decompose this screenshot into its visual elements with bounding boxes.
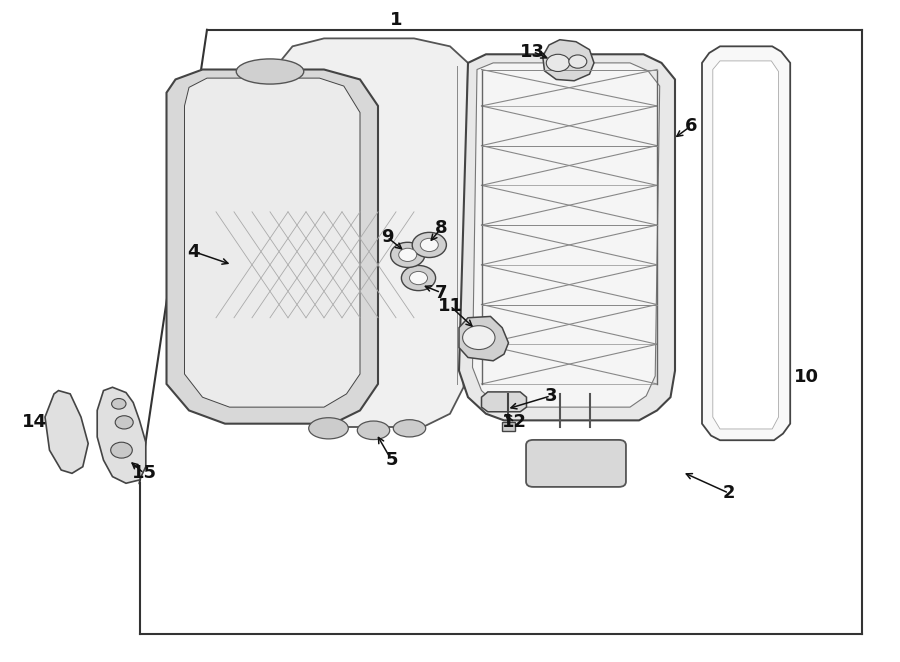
Text: 2: 2 bbox=[723, 484, 735, 502]
Polygon shape bbox=[482, 392, 526, 412]
Polygon shape bbox=[472, 63, 660, 407]
Circle shape bbox=[546, 54, 570, 71]
Ellipse shape bbox=[393, 420, 426, 437]
Polygon shape bbox=[184, 78, 360, 407]
Polygon shape bbox=[713, 61, 778, 429]
Text: 13: 13 bbox=[520, 42, 545, 61]
Bar bbox=[502, 422, 515, 431]
FancyBboxPatch shape bbox=[526, 440, 626, 487]
Text: 3: 3 bbox=[544, 387, 557, 405]
Circle shape bbox=[112, 399, 126, 409]
Circle shape bbox=[569, 55, 587, 68]
Text: 14: 14 bbox=[22, 413, 47, 432]
Text: 1: 1 bbox=[390, 11, 402, 29]
Ellipse shape bbox=[357, 421, 390, 440]
Text: 10: 10 bbox=[794, 368, 819, 387]
Text: 4: 4 bbox=[187, 242, 200, 261]
Polygon shape bbox=[702, 46, 790, 440]
Text: 8: 8 bbox=[435, 219, 447, 238]
Ellipse shape bbox=[309, 418, 348, 439]
Text: 7: 7 bbox=[435, 283, 447, 302]
Polygon shape bbox=[459, 54, 675, 420]
Ellipse shape bbox=[236, 59, 304, 84]
Polygon shape bbox=[459, 316, 508, 361]
Circle shape bbox=[420, 238, 438, 252]
Circle shape bbox=[410, 271, 427, 285]
Text: 12: 12 bbox=[502, 413, 527, 432]
Polygon shape bbox=[45, 391, 88, 473]
Circle shape bbox=[401, 265, 436, 291]
Text: 15: 15 bbox=[131, 464, 157, 483]
Polygon shape bbox=[279, 38, 468, 427]
Circle shape bbox=[463, 326, 495, 350]
Text: 6: 6 bbox=[685, 117, 698, 135]
Text: 5: 5 bbox=[385, 451, 398, 469]
Circle shape bbox=[391, 242, 425, 267]
Polygon shape bbox=[97, 387, 146, 483]
Polygon shape bbox=[166, 70, 378, 424]
Text: 9: 9 bbox=[381, 228, 393, 246]
Circle shape bbox=[111, 442, 132, 458]
Text: 11: 11 bbox=[437, 297, 463, 315]
Polygon shape bbox=[543, 40, 594, 81]
Circle shape bbox=[399, 248, 417, 261]
Circle shape bbox=[412, 232, 446, 258]
Circle shape bbox=[115, 416, 133, 429]
